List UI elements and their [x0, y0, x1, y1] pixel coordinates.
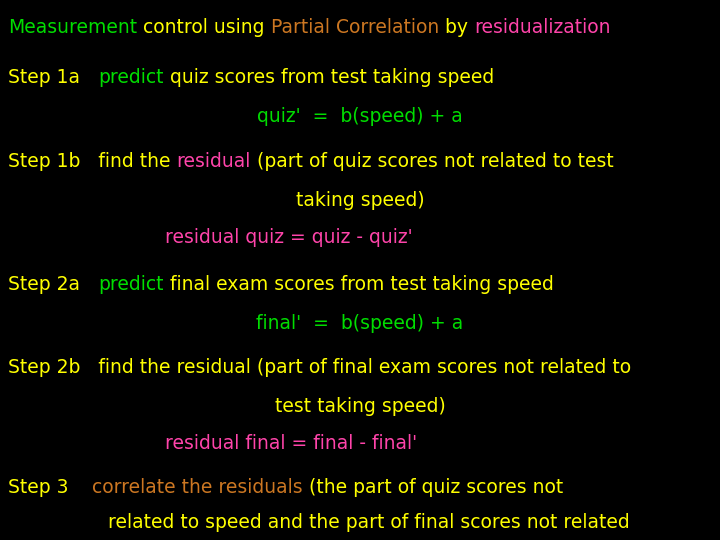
- Text: by: by: [439, 18, 474, 37]
- Text: test taking speed): test taking speed): [274, 397, 446, 416]
- Text: final exam scores from test taking speed: final exam scores from test taking speed: [163, 275, 554, 294]
- Text: Measurement: Measurement: [8, 18, 137, 37]
- Text: residualization: residualization: [474, 18, 611, 37]
- Text: residual final = final - final': residual final = final - final': [165, 434, 417, 453]
- Text: (part of quiz scores not related to test: (part of quiz scores not related to test: [251, 152, 613, 171]
- Text: Step 1a: Step 1a: [8, 68, 98, 87]
- Text: predict: predict: [98, 275, 163, 294]
- Text: quiz'  =  b(speed) + a: quiz' = b(speed) + a: [257, 107, 463, 126]
- Text: final'  =  b(speed) + a: final' = b(speed) + a: [256, 314, 464, 333]
- Text: predict: predict: [98, 68, 163, 87]
- Text: residual quiz = quiz - quiz': residual quiz = quiz - quiz': [165, 228, 413, 247]
- Text: Step 1b   find the: Step 1b find the: [8, 152, 176, 171]
- Text: quiz scores from test taking speed: quiz scores from test taking speed: [163, 68, 494, 87]
- Text: related to speed and the part of final scores not related: related to speed and the part of final s…: [108, 513, 630, 532]
- Text: Partial Correlation: Partial Correlation: [271, 18, 439, 37]
- Text: Step 2a: Step 2a: [8, 275, 98, 294]
- Text: (the part of quiz scores not: (the part of quiz scores not: [303, 478, 563, 497]
- Text: correlate the residuals: correlate the residuals: [92, 478, 303, 497]
- Text: Step 2b   find the residual (part of final exam scores not related to: Step 2b find the residual (part of final…: [8, 358, 631, 377]
- Text: Step 3: Step 3: [8, 478, 92, 497]
- Text: residual: residual: [176, 152, 251, 171]
- Text: control using: control using: [137, 18, 271, 37]
- Text: taking speed): taking speed): [296, 191, 424, 210]
